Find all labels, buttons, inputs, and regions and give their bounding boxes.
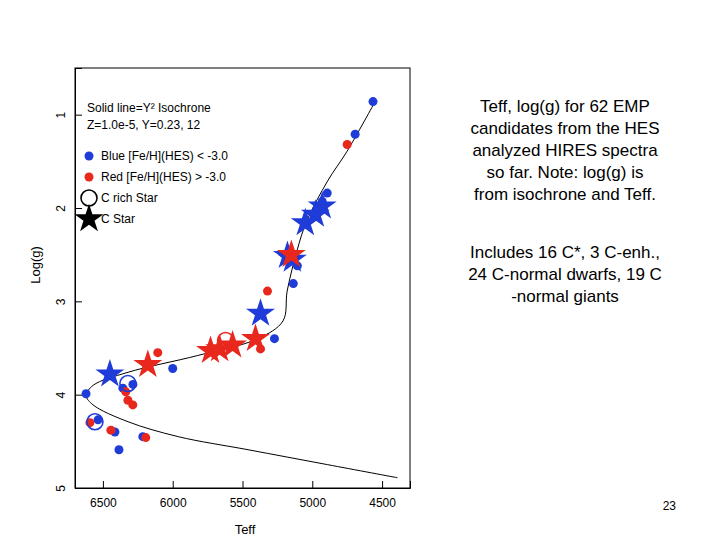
point-series [87,333,234,430]
point-star [205,334,234,362]
x-axis: 6500 6000 5500 5000 4500 [76,481,411,510]
x-tick-mark [382,481,383,488]
y-tick-mark [75,395,82,396]
y-tick: 5 [54,485,82,492]
note: Includes 16 C*, 3 C-enh., 24 C-normal dwa… [468,243,662,306]
point-star [291,208,320,236]
y-tick-mark [75,488,82,489]
note-line: from isochrone and Teff. [474,185,656,204]
y-tick: 3 [54,298,82,305]
plot-frame [75,68,410,488]
point-circle [141,433,150,442]
legend-label: C rich Star [101,191,158,205]
point-ring [120,375,136,391]
point-star [246,298,275,326]
point-circle [351,130,360,139]
x-tick-label: 6500 [90,496,117,510]
x-tick-mark [312,481,313,488]
y-tick-label: 1 [54,112,68,119]
y-axis-title: Log(g) [28,246,43,284]
point-circle [82,389,91,398]
point-circle [168,364,177,373]
x-tick: 6500 [90,481,117,510]
x-tick: 5000 [299,481,326,510]
note-line: candidates from the HES [471,119,660,138]
chart: 6500600055005000450012345Solid line=Y² I… [0,0,720,540]
point-circle [153,348,162,357]
isochrone-line [86,102,397,478]
point-star [277,239,306,267]
y-axis-line [76,69,83,489]
point-star [133,350,162,378]
y-tick-label: 4 [54,392,68,399]
y-tick: 4 [54,392,82,399]
x-tick-label: 4500 [369,496,396,510]
x-axis-line [76,481,411,489]
point-series [82,97,378,454]
legend: Solid line=Y² Isochrone Z=1.0e-5, Y=0.23,… [75,101,229,231]
point-circle [369,97,378,106]
legend-marker [81,190,97,206]
legend-marker [85,173,94,182]
point-series [95,191,336,387]
x-tick-mark [243,481,244,488]
y-tick: 2 [54,205,82,212]
y-tick-mark [75,115,82,116]
legend-label: Red [Fe/H](HES) > -3.0 [101,170,226,184]
point-series [85,140,351,442]
point-circle [106,426,115,435]
point-circle [343,140,352,149]
legend-marker [75,204,104,232]
note-line: Teff, log(g) for 62 EMP [480,97,650,116]
point-star [241,323,270,351]
note: Teff, log(g) for 62 EMP candidates from t… [471,97,660,204]
y-tick-label: 5 [54,485,68,492]
point-ring [87,414,103,430]
point-circle [114,445,123,454]
point-circle [128,400,137,409]
y-tick: 1 [54,112,82,119]
note-line: analyzed HIRES spectra [472,141,658,160]
x-axis-title: Teff [235,522,256,537]
point-circle [263,287,272,296]
y-tick-mark [75,208,82,209]
page-number: 23 [663,499,677,513]
x-tick-label: 5500 [230,496,257,510]
legend-label: C Star [101,212,135,226]
x-tick: 5500 [230,481,257,510]
x-tick-mark [103,481,104,488]
point-circle [323,189,332,198]
point-star [95,359,124,387]
legend-marker [85,152,94,161]
note-line: 24 C-normal dwarfs, 19 C [468,265,662,284]
y-tick-mark [75,301,82,302]
data-layer [82,97,398,478]
point-circle [289,279,298,288]
y-axis: 1 2 3 4 5 [54,69,82,492]
legend-note: Z=1.0e-5, Y=0.23, 12 [87,118,201,132]
y-tick-label: 3 [54,298,68,305]
point-circle [270,334,279,343]
x-tick-label: 5000 [299,496,326,510]
legend-label: Blue [Fe/H](HES) < -3.0 [101,149,228,163]
note-line: so far. Note: log(g) is [487,163,644,182]
note-line: Includes 16 C*, 3 C-enh., [470,243,660,262]
x-tick-mark [173,481,174,488]
x-tick: 6000 [160,481,187,510]
plot-area: 6500 6000 5500 5000 4500 1 2 3 4 5 Solid line=Y² I… [54,68,411,510]
x-tick: 4500 [369,481,396,510]
x-tick-label: 6000 [160,496,187,510]
legend-label: Solid line=Y² Isochrone [87,101,211,115]
y-tick-label: 2 [54,205,68,212]
note-line: -normal giants [511,287,619,306]
